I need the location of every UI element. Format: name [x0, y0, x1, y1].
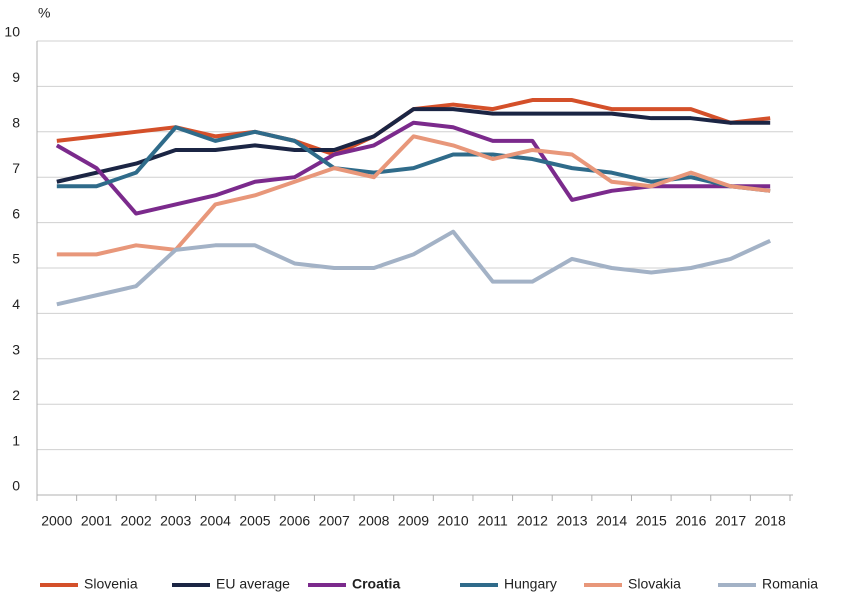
x-tick-label: 2002: [121, 513, 152, 529]
x-tick-label: 2018: [755, 513, 786, 529]
x-tick-label: 2007: [319, 513, 350, 529]
y-tick-label: 9: [12, 69, 20, 85]
legend-label: Hungary: [504, 576, 557, 592]
series-line: [56, 107, 771, 184]
x-tick-label: 2011: [478, 513, 508, 529]
y-tick-label: 2: [12, 387, 20, 403]
x-tick-label: 2012: [517, 513, 548, 529]
legend-label: EU average: [216, 576, 290, 592]
y-axis-label: %: [38, 5, 50, 21]
x-tick-label: 2010: [438, 513, 469, 529]
y-tick-label: 0: [12, 478, 20, 494]
x-tick-label: 2016: [675, 513, 706, 529]
x-tick-label: 2008: [358, 513, 389, 529]
x-tick-label: 2015: [636, 513, 667, 529]
legend-label: Slovakia: [628, 576, 681, 592]
series-line: [56, 125, 771, 193]
x-tick-label: 2005: [239, 513, 270, 529]
x-tick-label: 2001: [81, 513, 112, 529]
y-tick-label: 8: [12, 115, 20, 131]
x-tick-label: 2013: [556, 513, 587, 529]
x-tick-label: 2003: [160, 513, 191, 529]
x-tick-label: 2009: [398, 513, 429, 529]
y-tick-label: 10: [4, 24, 20, 40]
x-tick-label: 2014: [596, 513, 627, 529]
y-tick-label: 1: [12, 432, 20, 448]
y-tick-label: 7: [12, 160, 20, 176]
x-tick-label: 2004: [200, 513, 231, 529]
y-tick-label: 6: [12, 205, 20, 221]
legend-label: Slovenia: [84, 576, 138, 592]
x-tick-label: 2000: [41, 513, 72, 529]
x-tick-label: 2017: [715, 513, 746, 529]
y-tick-label: 5: [12, 251, 20, 267]
y-tick-label: 3: [12, 342, 20, 358]
legend-label: Croatia: [352, 576, 400, 592]
y-tick-label: 4: [12, 296, 20, 312]
x-tick-label: 2006: [279, 513, 310, 529]
series-line: [56, 229, 772, 307]
legend-label: Romania: [762, 576, 818, 592]
